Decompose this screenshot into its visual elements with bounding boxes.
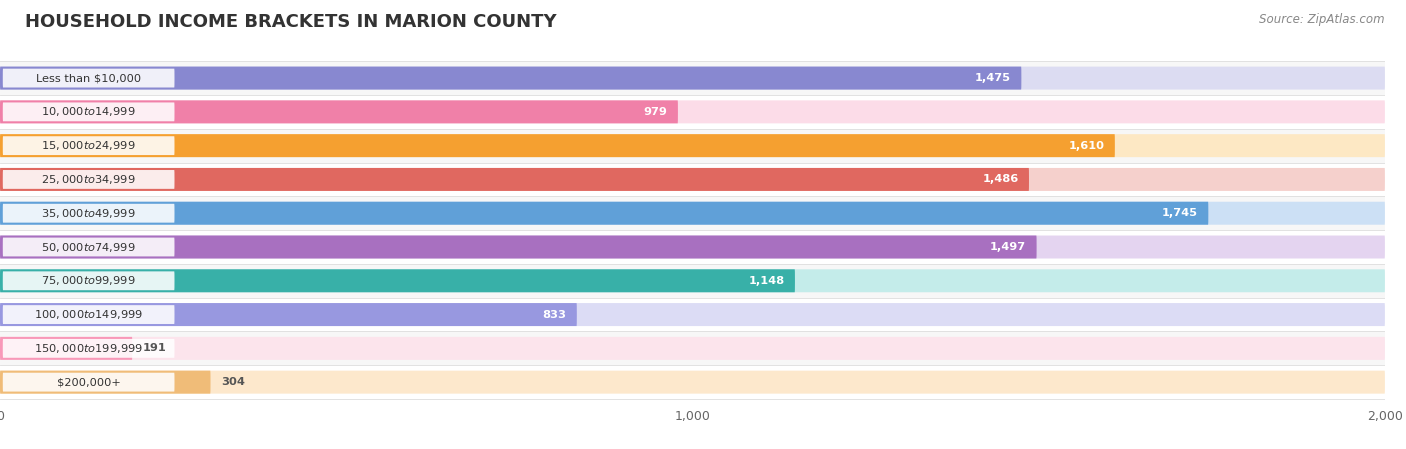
Text: $10,000 to $14,999: $10,000 to $14,999 xyxy=(41,106,136,119)
Text: $50,000 to $74,999: $50,000 to $74,999 xyxy=(41,241,136,254)
FancyBboxPatch shape xyxy=(0,101,678,123)
Text: $100,000 to $149,999: $100,000 to $149,999 xyxy=(34,308,143,321)
Bar xyxy=(0,331,1385,365)
Bar xyxy=(0,230,1385,264)
FancyBboxPatch shape xyxy=(3,373,174,392)
FancyBboxPatch shape xyxy=(0,66,1385,89)
FancyBboxPatch shape xyxy=(0,337,1385,360)
Text: 304: 304 xyxy=(221,377,245,387)
FancyBboxPatch shape xyxy=(3,102,174,121)
Text: 979: 979 xyxy=(644,107,668,117)
FancyBboxPatch shape xyxy=(3,69,174,88)
FancyBboxPatch shape xyxy=(0,134,1115,157)
FancyBboxPatch shape xyxy=(0,134,1385,157)
FancyBboxPatch shape xyxy=(0,202,1208,224)
Text: 1,610: 1,610 xyxy=(1069,141,1105,151)
FancyBboxPatch shape xyxy=(3,238,174,256)
FancyBboxPatch shape xyxy=(0,168,1029,191)
Bar xyxy=(0,196,1385,230)
Bar xyxy=(0,298,1385,331)
Bar xyxy=(0,95,1385,129)
FancyBboxPatch shape xyxy=(0,303,576,326)
Text: HOUSEHOLD INCOME BRACKETS IN MARION COUNTY: HOUSEHOLD INCOME BRACKETS IN MARION COUN… xyxy=(25,13,557,31)
FancyBboxPatch shape xyxy=(0,168,1385,191)
FancyBboxPatch shape xyxy=(0,202,1385,224)
FancyBboxPatch shape xyxy=(3,339,174,358)
Text: $75,000 to $99,999: $75,000 to $99,999 xyxy=(41,274,136,287)
FancyBboxPatch shape xyxy=(0,101,1385,123)
Bar xyxy=(0,61,1385,95)
Text: 1,486: 1,486 xyxy=(983,175,1018,185)
FancyBboxPatch shape xyxy=(0,337,132,360)
FancyBboxPatch shape xyxy=(3,305,174,324)
FancyBboxPatch shape xyxy=(0,269,794,292)
FancyBboxPatch shape xyxy=(3,204,174,223)
FancyBboxPatch shape xyxy=(3,170,174,189)
FancyBboxPatch shape xyxy=(0,371,211,394)
FancyBboxPatch shape xyxy=(0,269,1385,292)
Text: 191: 191 xyxy=(142,343,166,353)
Text: $150,000 to $199,999: $150,000 to $199,999 xyxy=(34,342,143,355)
Text: 1,497: 1,497 xyxy=(990,242,1026,252)
FancyBboxPatch shape xyxy=(0,236,1036,259)
FancyBboxPatch shape xyxy=(0,236,1385,259)
FancyBboxPatch shape xyxy=(3,271,174,290)
Text: $200,000+: $200,000+ xyxy=(56,377,121,387)
Text: $15,000 to $24,999: $15,000 to $24,999 xyxy=(41,139,136,152)
Text: 1,148: 1,148 xyxy=(748,276,785,286)
Bar xyxy=(0,163,1385,196)
Bar xyxy=(0,365,1385,399)
Bar xyxy=(0,129,1385,163)
Bar xyxy=(0,264,1385,298)
Text: $35,000 to $49,999: $35,000 to $49,999 xyxy=(41,207,136,220)
FancyBboxPatch shape xyxy=(0,66,1021,89)
Text: $25,000 to $34,999: $25,000 to $34,999 xyxy=(41,173,136,186)
Text: 1,475: 1,475 xyxy=(974,73,1011,83)
FancyBboxPatch shape xyxy=(0,371,1385,394)
FancyBboxPatch shape xyxy=(0,303,1385,326)
Text: Source: ZipAtlas.com: Source: ZipAtlas.com xyxy=(1260,13,1385,26)
FancyBboxPatch shape xyxy=(3,136,174,155)
Text: 833: 833 xyxy=(543,309,567,320)
Text: 1,745: 1,745 xyxy=(1161,208,1198,218)
Text: Less than $10,000: Less than $10,000 xyxy=(37,73,141,83)
